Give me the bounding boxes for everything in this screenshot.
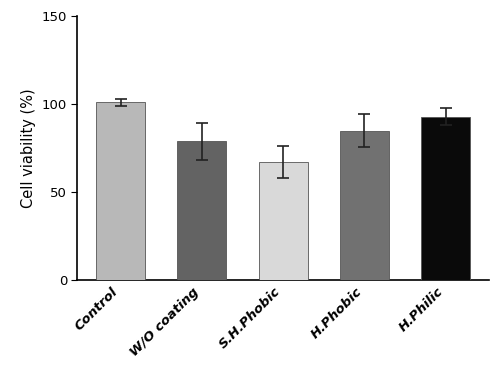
Bar <box>259 162 308 280</box>
Bar <box>422 117 470 280</box>
Y-axis label: Cell viability (%): Cell viability (%) <box>21 88 36 208</box>
Bar <box>340 131 389 280</box>
Bar <box>96 102 145 280</box>
Bar <box>178 141 226 280</box>
